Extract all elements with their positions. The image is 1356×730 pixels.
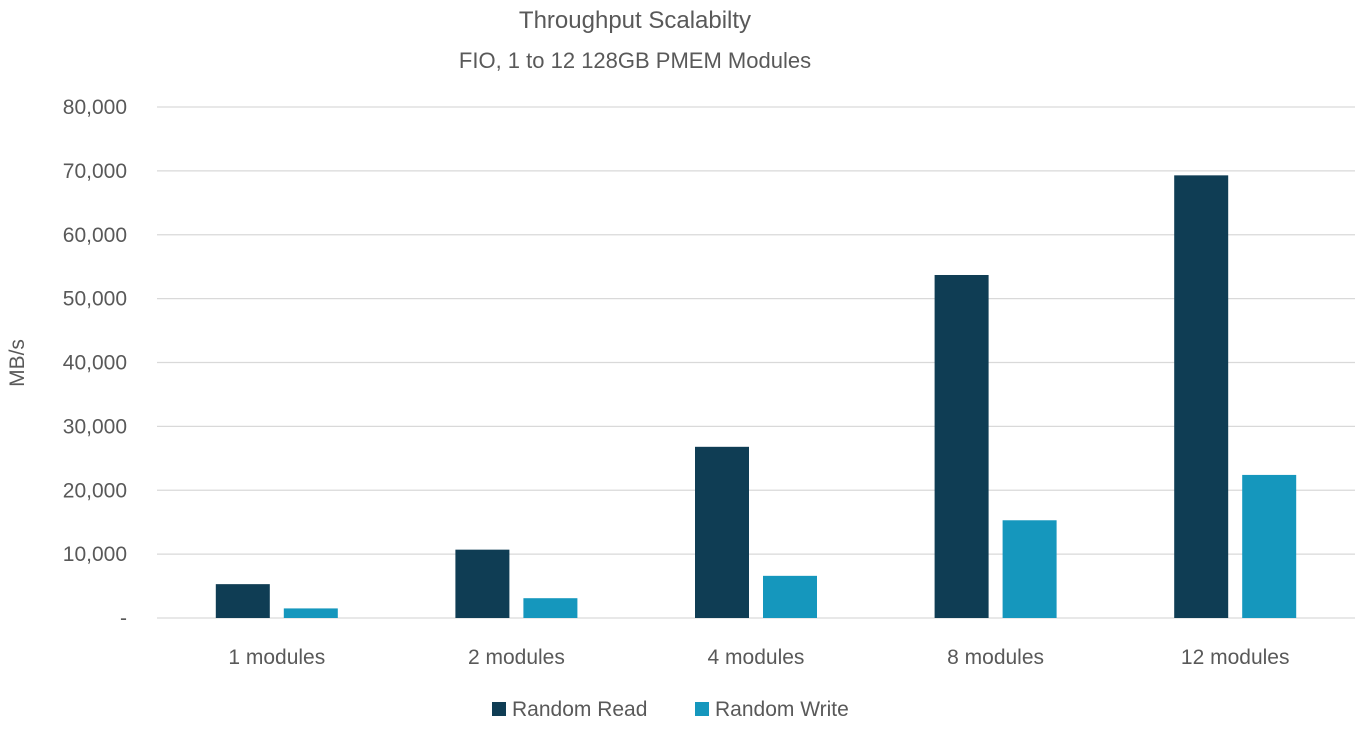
gridlines	[157, 106, 1355, 619]
bar-random-read	[934, 274, 989, 618]
bar-random-write	[1002, 520, 1057, 618]
bars	[215, 175, 1297, 618]
legend-label: Random Read	[512, 698, 647, 721]
y-tick-label: -	[120, 607, 127, 630]
y-tick-label: 80,000	[63, 96, 127, 119]
bar-random-read	[455, 549, 510, 618]
bar-random-write	[763, 575, 817, 618]
x-tick-label: 8 modules	[947, 646, 1044, 669]
x-tick-label: 1 modules	[228, 646, 325, 669]
bar-random-read	[1174, 175, 1229, 618]
y-tick-label: 10,000	[63, 543, 127, 566]
bar-random-read	[215, 584, 270, 618]
bar-random-read	[695, 446, 749, 618]
y-tick-label: 20,000	[63, 479, 127, 502]
y-axis-title: MB/s	[6, 339, 29, 387]
chart-subtitle: FIO, 1 to 12 128GB PMEM Modules	[459, 48, 811, 73]
y-tick-label: 50,000	[63, 288, 127, 311]
legend-swatch	[492, 702, 506, 716]
chart-title: Throughput Scalabilty	[519, 7, 751, 34]
x-tick-label: 2 modules	[468, 646, 565, 669]
x-tick-label: 4 modules	[708, 646, 805, 669]
x-tick-label: 12 modules	[1181, 646, 1290, 669]
bar-random-write	[1242, 474, 1297, 618]
bar-random-write	[523, 598, 578, 618]
y-tick-label: 40,000	[63, 352, 127, 375]
bar-random-write	[283, 608, 338, 618]
y-tick-label: 60,000	[63, 224, 127, 247]
y-tick-label: 70,000	[63, 160, 127, 183]
legend: Random Read Random Write	[492, 698, 849, 721]
legend-label: Random Write	[715, 698, 849, 721]
x-axis-ticks: 1 modules 2 modules 4 modules 8 modules 12 m…	[228, 646, 1289, 669]
y-tick-label: 30,000	[63, 415, 127, 438]
y-axis-ticks: - 10,000 20,000 30,000 40,000 50,000 60,000 70,…	[63, 96, 127, 630]
legend-swatch	[695, 702, 709, 716]
